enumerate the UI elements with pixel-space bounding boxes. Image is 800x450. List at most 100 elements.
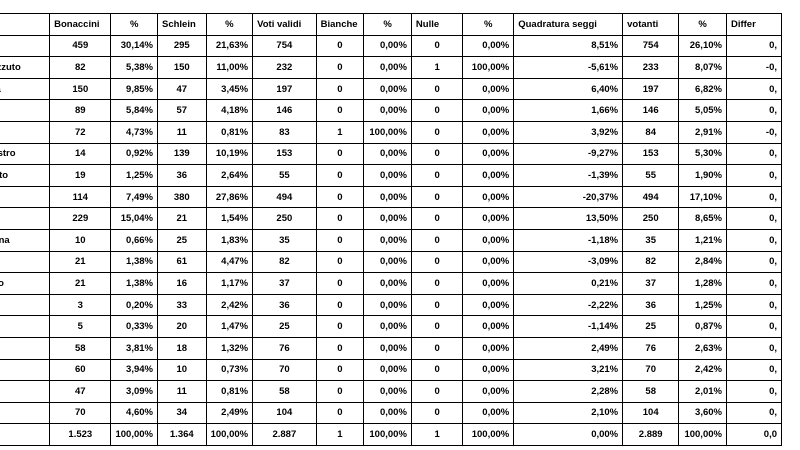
- table-row: erina100,66%251,83%3500,00%00,00%-1,18%3…: [0, 228, 783, 252]
- cell-votanti: 146: [622, 99, 680, 122]
- cell-bianche-pct: 100,00%: [363, 423, 412, 446]
- cell-nulle: 1: [410, 423, 464, 446]
- cell-votanti: 153: [622, 142, 680, 166]
- cell-bonaccini-pct: 1,25%: [110, 164, 158, 187]
- cell-votanti-pct: 8,07%: [678, 56, 727, 79]
- cell-schlein-pct: 0,81%: [205, 380, 254, 403]
- cell-schlein: 380: [156, 185, 207, 209]
- cell-votanti: 104: [622, 401, 680, 425]
- cell-votanti-pct: 5,05%: [678, 99, 727, 122]
- cell-nulle-pct: 0,00%: [462, 315, 515, 338]
- cell-nulle-pct: 0,00%: [462, 77, 515, 101]
- cell-schlein-pct: 1,54%: [205, 207, 254, 230]
- cell-votanti: 35: [622, 228, 680, 252]
- cell-quadratura-seggi: -9,27%: [513, 142, 624, 166]
- cell-schlein-pct: 21,63%: [205, 34, 254, 58]
- cell-votanti: 494: [622, 185, 680, 209]
- cell-votanti-pct: 3,60%: [678, 401, 727, 425]
- cell-nulle-pct: 0,00%: [462, 358, 515, 382]
- cell-bonaccini-pct: 1,38%: [110, 272, 158, 295]
- cell-votanti-pct: 1,21%: [678, 228, 727, 252]
- cell-quadratura-seggi: 3,21%: [513, 358, 624, 382]
- cell-bianche-pct: 0,00%: [363, 228, 412, 252]
- table-row: ri30,20%332,42%3600,00%00,00%-2,22%361,2…: [0, 293, 783, 317]
- table-row: li50,33%201,47%2500,00%00,00%-1,14%250,8…: [0, 315, 783, 338]
- cell-nulle-pct: 0,00%: [462, 336, 515, 360]
- cell-bianche: 0: [315, 56, 365, 79]
- cell-comune: rio: [0, 250, 51, 274]
- cell-votanti-pct: 8,65%: [678, 207, 727, 230]
- cell-votanti-pct: 1,28%: [678, 272, 727, 295]
- cell-votanti: 2.889: [622, 423, 680, 446]
- cell-differenza: 0,: [725, 207, 783, 230]
- cell-nulle-pct: 0,00%: [462, 293, 515, 317]
- cell-schlein: 11: [156, 120, 207, 144]
- table-row: ale22915,04%211,54%25000,00%00,00%13,50%…: [0, 207, 783, 230]
- cell-schlein-pct: 2,49%: [205, 401, 254, 425]
- cell-bianche-pct: 0,00%: [363, 56, 412, 79]
- cell-votanti: 37: [622, 272, 680, 295]
- cell-nulle: 0: [410, 120, 464, 144]
- cell-bianche: 0: [315, 142, 365, 166]
- cell-bonaccini: 459: [49, 34, 112, 58]
- cell-votanti: 250: [622, 207, 680, 230]
- cell-bonaccini-pct: 3,81%: [110, 336, 158, 360]
- cell-votanti: 84: [622, 120, 680, 144]
- cell-comune: li: [0, 315, 51, 338]
- cell-bonaccini-pct: 7,49%: [110, 185, 158, 209]
- cell-bonaccini: 3: [49, 293, 112, 317]
- cell-voti-validi: 25: [252, 315, 317, 338]
- cell-differenza: 0,: [725, 401, 783, 425]
- header-cell-bianche: Bianche: [315, 13, 365, 36]
- header-cell-bonaccini-pct: %: [110, 13, 158, 36]
- cell-quadratura-seggi: 1,66%: [513, 99, 624, 122]
- cell-bianche: 0: [315, 380, 365, 403]
- cell-quadratura-seggi: 2,10%: [513, 401, 624, 425]
- cell-quadratura-seggi: 2,49%: [513, 336, 624, 360]
- cell-nulle: 0: [410, 207, 464, 230]
- cell-differenza: 0,: [725, 293, 783, 317]
- cell-bianche: 0: [315, 272, 365, 295]
- cell-bianche: 0: [315, 185, 365, 209]
- cell-bianche: 0: [315, 336, 365, 360]
- cell-bianche: 0: [315, 207, 365, 230]
- header-cell-voti-validi: Voti validi: [252, 13, 317, 36]
- cell-differenza: 0,: [725, 142, 783, 166]
- cell-voti-validi: 82: [252, 250, 317, 274]
- cell-voti-validi: 146: [252, 99, 317, 122]
- table-row: ina1509,85%473,45%19700,00%00,00%6,40%19…: [0, 77, 783, 101]
- cell-bianche: 0: [315, 358, 365, 382]
- cell-quadratura-seggi: -1,18%: [513, 228, 624, 252]
- cell-schlein-pct: 10,19%: [205, 142, 254, 166]
- cell-schlein: 1.364: [156, 423, 207, 446]
- cell-votanti: 233: [622, 56, 680, 79]
- cell-bianche: 0: [315, 401, 365, 425]
- cell-differenza: 0,: [725, 315, 783, 338]
- header-cell-nulle: Nulle: [410, 13, 464, 36]
- cell-schlein: 10: [156, 358, 207, 382]
- cell-nulle-pct: 0,00%: [462, 228, 515, 252]
- cell-nulle-pct: 0,00%: [462, 164, 515, 187]
- cell-bonaccini-pct: 0,92%: [110, 142, 158, 166]
- cell-comune: erina: [0, 228, 51, 252]
- cell-votanti-pct: 17,10%: [678, 185, 727, 209]
- table-row: Neto191,25%362,64%5500,00%00,00%-1,39%55…: [0, 164, 783, 187]
- cell-quadratura-seggi: 6,40%: [513, 77, 624, 101]
- cell-nulle: 1: [410, 56, 464, 79]
- cell-schlein-pct: 2,42%: [205, 293, 254, 317]
- cell-differenza: 0,: [725, 34, 783, 58]
- cell-quadratura-seggi: -5,61%: [513, 56, 624, 79]
- cell-quadratura-seggi: -1,14%: [513, 315, 624, 338]
- cell-comune: [0, 358, 51, 382]
- cell-bianche: 1: [315, 120, 365, 144]
- cell-schlein-pct: 1,83%: [205, 228, 254, 252]
- cell-bonaccini-pct: 15,04%: [110, 207, 158, 230]
- cell-nulle: 0: [410, 272, 464, 295]
- table-row: rio211,38%614,47%8200,00%00,00%-3,09%822…: [0, 250, 783, 274]
- cell-votanti: 754: [622, 34, 680, 58]
- cell-differenza: 0,: [725, 250, 783, 274]
- cell-bonaccini-pct: 0,66%: [110, 228, 158, 252]
- cell-voti-validi: 37: [252, 272, 317, 295]
- cell-bianche-pct: 0,00%: [363, 142, 412, 166]
- cell-bonaccini-pct: 3,09%: [110, 380, 158, 403]
